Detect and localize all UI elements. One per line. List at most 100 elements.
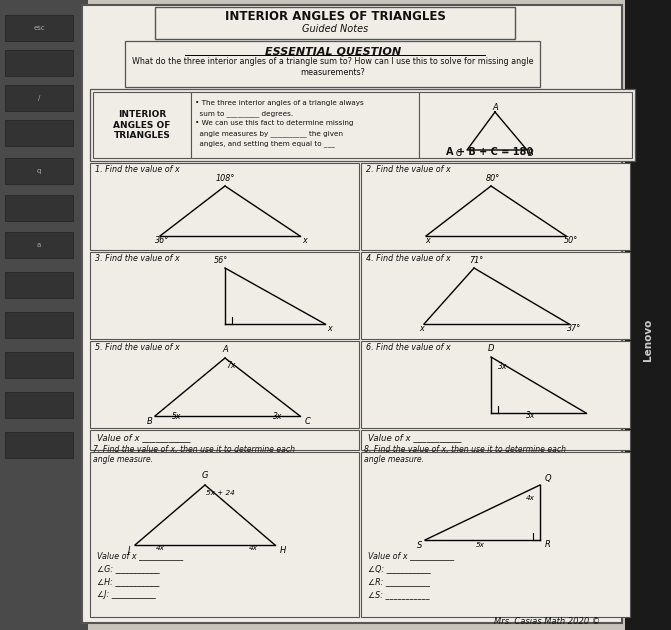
Bar xyxy=(5,352,73,378)
Bar xyxy=(5,120,73,146)
Text: ∠H: ___________: ∠H: ___________ xyxy=(97,577,160,586)
Text: Q: Q xyxy=(545,474,552,483)
Text: • We can use this fact to determine missing: • We can use this fact to determine miss… xyxy=(195,120,354,126)
Text: A + B + C = 180: A + B + C = 180 xyxy=(446,147,533,157)
Text: Value of x ___________: Value of x ___________ xyxy=(368,551,454,560)
Text: INTERIOR ANGLES OF TRIANGLES: INTERIOR ANGLES OF TRIANGLES xyxy=(225,11,446,23)
Text: ∠Q: ___________: ∠Q: ___________ xyxy=(368,564,431,573)
Text: x: x xyxy=(419,324,424,333)
Text: /: / xyxy=(38,95,40,101)
Text: Guided Notes: Guided Notes xyxy=(302,24,368,34)
Bar xyxy=(0,0,88,630)
Bar xyxy=(361,430,630,450)
Text: 4x: 4x xyxy=(156,545,164,551)
Text: INTERIOR
ANGLES OF
TRIANGLES: INTERIOR ANGLES OF TRIANGLES xyxy=(113,110,170,140)
Text: 4x: 4x xyxy=(248,545,258,551)
Bar xyxy=(5,50,73,76)
Text: angle measures by __________ the given: angle measures by __________ the given xyxy=(195,130,343,137)
Text: R: R xyxy=(545,540,551,549)
Text: ∠S: ___________: ∠S: ___________ xyxy=(368,590,429,599)
Bar xyxy=(5,195,73,221)
Text: 4x: 4x xyxy=(525,495,534,501)
Text: x: x xyxy=(327,324,332,333)
Text: 5x: 5x xyxy=(172,412,182,421)
Text: Value of x ___________: Value of x ___________ xyxy=(368,433,462,442)
Bar xyxy=(5,15,73,41)
Text: Value of x ___________: Value of x ___________ xyxy=(97,433,191,442)
Text: 6. Find the value of x: 6. Find the value of x xyxy=(366,343,451,352)
Text: • The three interior angles of a triangle always: • The three interior angles of a triangl… xyxy=(195,100,364,106)
Text: 4. Find the value of x: 4. Find the value of x xyxy=(366,254,451,263)
Bar xyxy=(5,432,73,458)
Bar xyxy=(90,89,635,161)
Text: Lenovo: Lenovo xyxy=(643,319,653,361)
Text: a: a xyxy=(37,242,41,248)
Text: 37°: 37° xyxy=(567,324,581,333)
Text: 7x: 7x xyxy=(226,361,236,370)
Text: ∠R: ___________: ∠R: ___________ xyxy=(368,577,430,586)
Text: Mrs. Casias Math 2020 ©: Mrs. Casias Math 2020 © xyxy=(494,617,600,626)
Bar xyxy=(625,0,671,630)
Text: 3. Find the value of x: 3. Find the value of x xyxy=(95,254,180,263)
Text: 1. Find the value of x: 1. Find the value of x xyxy=(95,165,180,174)
Text: ∠G: ___________: ∠G: ___________ xyxy=(97,564,160,573)
Text: J: J xyxy=(127,546,130,555)
Text: C: C xyxy=(305,417,311,426)
Bar xyxy=(5,85,73,111)
Bar xyxy=(93,92,191,158)
Bar xyxy=(191,92,419,158)
Text: esc: esc xyxy=(33,25,45,31)
Text: B: B xyxy=(147,417,153,426)
Text: A: A xyxy=(492,103,498,112)
Text: 36°: 36° xyxy=(155,236,169,245)
Text: 108°: 108° xyxy=(215,174,235,183)
Bar xyxy=(5,392,73,418)
Text: C: C xyxy=(456,149,462,159)
Text: D: D xyxy=(488,344,495,353)
Bar xyxy=(90,163,359,250)
Text: 3x: 3x xyxy=(273,412,282,421)
Bar xyxy=(361,163,630,250)
Bar xyxy=(361,252,630,339)
Text: 80°: 80° xyxy=(486,174,500,183)
Bar xyxy=(361,341,630,428)
Text: 50°: 50° xyxy=(564,236,578,245)
Text: angles, and setting them equal to ___: angles, and setting them equal to ___ xyxy=(195,140,335,147)
Text: 7. Find the value of x, then use it to determine each
angle measure.: 7. Find the value of x, then use it to d… xyxy=(93,445,295,464)
Bar xyxy=(90,252,359,339)
Bar xyxy=(361,452,630,617)
Bar xyxy=(5,272,73,298)
Text: 71°: 71° xyxy=(469,256,483,265)
Text: A: A xyxy=(222,345,228,354)
Text: What do the three interior angles of a triangle sum to? How can I use this to so: What do the three interior angles of a t… xyxy=(132,57,533,77)
Text: 8. Find the value of x, then use it to determine each
angle measure.: 8. Find the value of x, then use it to d… xyxy=(364,445,566,464)
Text: H: H xyxy=(280,546,286,555)
Text: 3x: 3x xyxy=(499,362,508,371)
Bar xyxy=(5,312,73,338)
Text: 5. Find the value of x: 5. Find the value of x xyxy=(95,343,180,352)
Text: ESSENTIAL QUESTION: ESSENTIAL QUESTION xyxy=(265,46,401,56)
Bar xyxy=(125,41,540,87)
Bar xyxy=(82,5,622,623)
Text: ∠J: ___________: ∠J: ___________ xyxy=(97,590,156,599)
Text: 3x: 3x xyxy=(526,411,535,420)
Text: Value of x ___________: Value of x ___________ xyxy=(97,551,183,560)
Text: sum to _________ degrees.: sum to _________ degrees. xyxy=(195,110,293,117)
Bar xyxy=(90,452,359,617)
Text: x: x xyxy=(425,236,430,245)
Text: S: S xyxy=(417,541,423,550)
Bar xyxy=(419,92,632,158)
Text: 56°: 56° xyxy=(214,256,228,265)
Text: x: x xyxy=(303,236,307,245)
Text: 5x + 24: 5x + 24 xyxy=(205,490,234,496)
Text: q: q xyxy=(37,168,41,174)
Bar xyxy=(90,430,359,450)
Bar xyxy=(155,7,515,39)
Text: 5x: 5x xyxy=(476,542,484,548)
Text: 2. Find the value of x: 2. Find the value of x xyxy=(366,165,451,174)
Bar xyxy=(5,232,73,258)
Bar xyxy=(90,341,359,428)
Text: B: B xyxy=(528,149,534,159)
Text: G: G xyxy=(202,471,208,480)
Bar xyxy=(5,158,73,184)
